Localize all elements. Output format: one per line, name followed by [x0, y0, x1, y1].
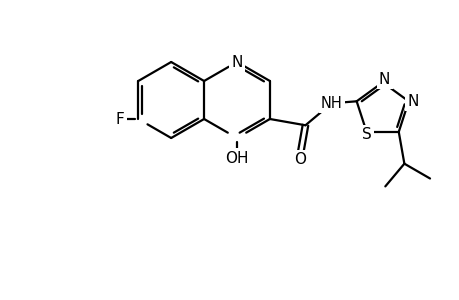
Text: NH: NH [320, 96, 342, 111]
Text: OH: OH [225, 151, 248, 166]
Text: N: N [406, 94, 418, 109]
Text: F: F [116, 112, 124, 127]
Text: N: N [378, 72, 390, 87]
Text: O: O [293, 152, 305, 167]
Text: N: N [231, 55, 242, 70]
Text: S: S [361, 128, 371, 142]
